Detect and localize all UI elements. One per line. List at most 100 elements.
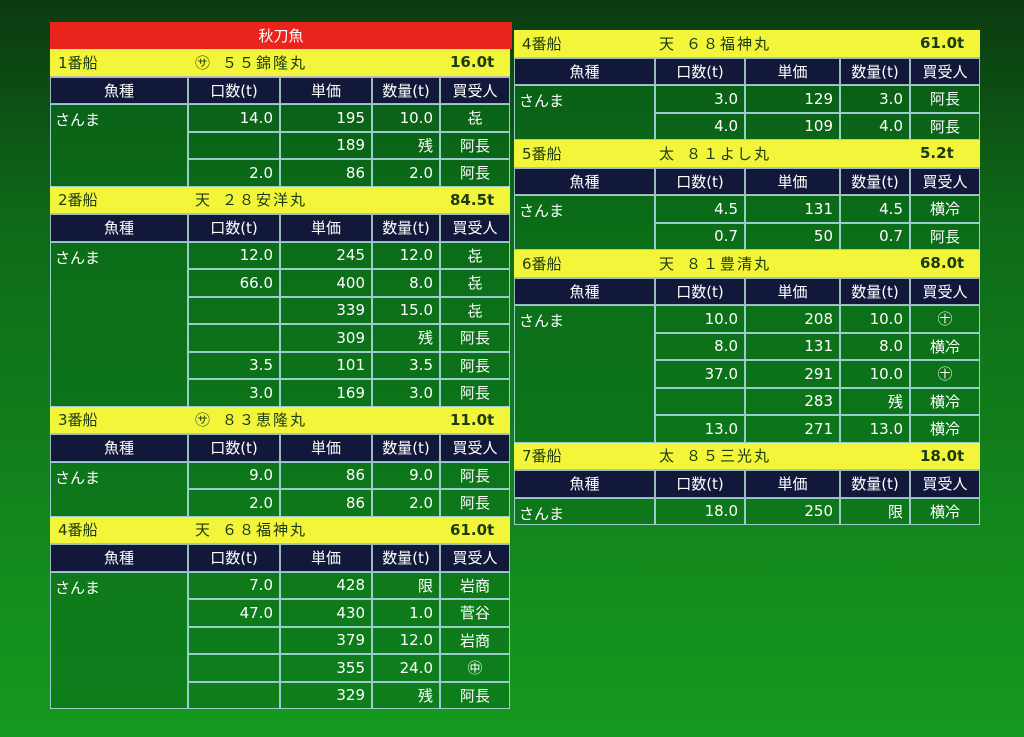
table-cell: 291: [745, 360, 840, 388]
table-cell: 37.0: [655, 360, 745, 388]
boat-number: 5番船: [522, 144, 562, 163]
table-cell: 3.5: [188, 351, 280, 379]
boat-mark: 天: [195, 521, 211, 540]
column-header: 買受人: [440, 434, 510, 462]
table-cell: 阿長: [440, 461, 510, 489]
column-header: 単価: [745, 277, 840, 305]
table-cell: [188, 324, 280, 352]
table-cell: 10.0: [840, 305, 910, 333]
table-cell: 阿長: [440, 489, 510, 517]
table-cell: 3.0: [840, 85, 910, 113]
table-cell: 86: [280, 461, 372, 489]
boat-header: 3番船 ㋚ ８３恵隆丸 11.0t: [50, 406, 510, 434]
column-header: 魚種: [50, 434, 188, 462]
table-cell: 101: [280, 351, 372, 379]
table-cell: 限: [840, 497, 910, 525]
boat-number: 6番船: [522, 254, 562, 273]
table-cell: 阿長: [440, 351, 510, 379]
table-cell: 9.0: [188, 461, 280, 489]
column-header: 買受人: [910, 277, 980, 305]
table-cell: ㊥: [440, 654, 510, 682]
table-cell: 3.0: [188, 379, 280, 407]
column-header: 数量(t): [372, 434, 440, 462]
table-cell: 428: [280, 571, 372, 599]
table-cell: 阿長: [910, 112, 980, 140]
boat-header: 5番船 太 ８１よし丸 5.2t: [514, 140, 980, 168]
table-cell: 12.0: [372, 241, 440, 269]
table-cell: 13.0: [840, 415, 910, 443]
boat-header: 1番船 ㋚ ５５錦隆丸 16.0t: [50, 49, 510, 77]
column-header: 魚種: [50, 76, 188, 104]
table-cell: 400: [280, 269, 372, 297]
ship-name: ８３恵隆丸: [222, 411, 308, 430]
boat-total: 68.0t: [920, 254, 965, 273]
column-header: 数量(t): [372, 76, 440, 104]
table-cell: 2.0: [372, 159, 440, 187]
table-cell: 7.0: [188, 571, 280, 599]
boat-number: 1番船: [58, 53, 98, 72]
table-cell: 岩商: [440, 626, 510, 654]
boat-total: 5.2t: [920, 144, 954, 163]
table-cell: [655, 387, 745, 415]
table-cell: 横冷: [910, 415, 980, 443]
table-cell: 86: [280, 489, 372, 517]
table-cell: 横冷: [910, 387, 980, 415]
ship-name: ２８安洋丸: [222, 191, 308, 210]
column-header: 口数(t): [655, 57, 745, 85]
table-cell: 横冷: [910, 195, 980, 223]
table-cell: 阿長: [440, 159, 510, 187]
column-header: 買受人: [440, 76, 510, 104]
table-cell: 131: [745, 195, 840, 223]
column-header: 口数(t): [188, 214, 280, 242]
table-cell: 3.5: [372, 351, 440, 379]
boat-mark: 天: [195, 191, 211, 210]
table-cell: 195: [280, 104, 372, 132]
table-cell: 2.0: [188, 159, 280, 187]
boat-header: 4番船 天 ６８福神丸 61.0t: [50, 516, 510, 544]
table-cell: 50: [745, 222, 840, 250]
column-header: 買受人: [910, 470, 980, 498]
table-cell: 3.0: [372, 379, 440, 407]
table-cell: 10.0: [372, 104, 440, 132]
fish-name: さんま: [514, 497, 655, 525]
column-header: 数量(t): [840, 277, 910, 305]
table-cell: 86: [280, 159, 372, 187]
table-cell: 4.0: [655, 112, 745, 140]
boat-number: 2番船: [58, 191, 98, 210]
column-header: 単価: [280, 214, 372, 242]
column-header: 単価: [280, 434, 372, 462]
ship-name: ６８福神丸: [686, 34, 772, 53]
table-cell: 8.0: [840, 332, 910, 360]
table-cell: 109: [745, 112, 840, 140]
column-header: 魚種: [514, 277, 655, 305]
fish-name: さんま: [50, 104, 188, 187]
boat-mark: 天: [659, 254, 675, 273]
column-header: 数量(t): [840, 470, 910, 498]
column-header: 魚種: [514, 167, 655, 195]
column-header: 魚種: [514, 57, 655, 85]
boat-mark: 天: [659, 34, 675, 53]
table-cell: 283: [745, 387, 840, 415]
table-cell: 430: [280, 599, 372, 627]
table-cell: 2.0: [372, 489, 440, 517]
table-cell: 2.0: [188, 489, 280, 517]
boat-total: 61.0t: [920, 34, 965, 53]
table-cell: [188, 296, 280, 324]
column-header: 口数(t): [655, 277, 745, 305]
column-header: 数量(t): [840, 57, 910, 85]
table-cell: 250: [745, 497, 840, 525]
boat-mark: 太: [659, 447, 675, 466]
table-cell: [188, 131, 280, 159]
table-cell: 限: [372, 571, 440, 599]
table-cell: 66.0: [188, 269, 280, 297]
table-cell: 阿長: [440, 379, 510, 407]
fish-name: さんま: [514, 195, 655, 250]
table-cell: 菅谷: [440, 599, 510, 627]
fish-name: さんま: [514, 305, 655, 443]
table-cell: 1.0: [372, 599, 440, 627]
column-header: 魚種: [50, 544, 188, 572]
fish-name: さんま: [50, 241, 188, 407]
ship-name: ８５三光丸: [686, 447, 772, 466]
table-cell: 0.7: [655, 222, 745, 250]
